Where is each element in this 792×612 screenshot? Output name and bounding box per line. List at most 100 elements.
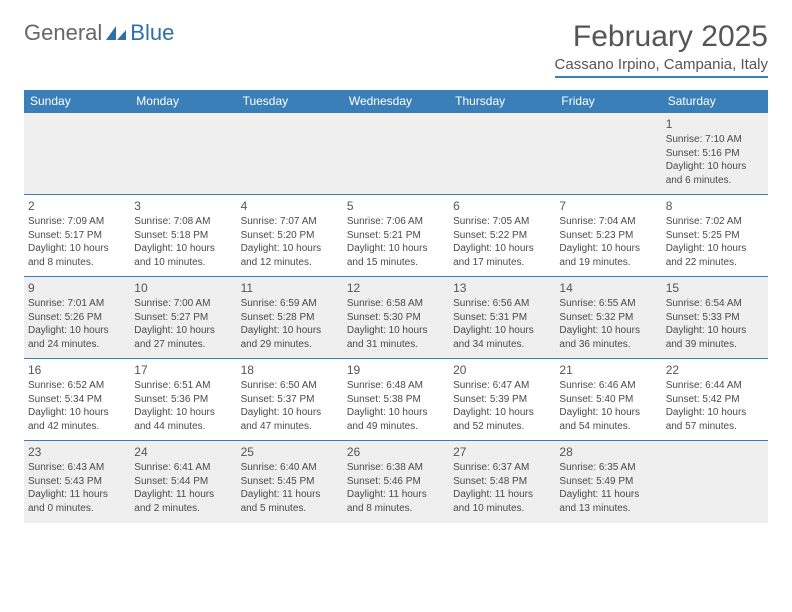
calendar-week-row: 2Sunrise: 7:09 AMSunset: 5:17 PMDaylight…: [24, 195, 768, 277]
sunset-text: Sunset: 5:32 PM: [559, 311, 657, 325]
calendar-day-cell: 26Sunrise: 6:38 AMSunset: 5:46 PMDayligh…: [343, 441, 449, 523]
day-number: 24: [134, 444, 232, 460]
sunset-text: Sunset: 5:36 PM: [134, 393, 232, 407]
sunset-text: Sunset: 5:21 PM: [347, 229, 445, 243]
calendar-day-cell: [24, 113, 130, 195]
calendar-day-cell: 9Sunrise: 7:01 AMSunset: 5:26 PMDaylight…: [24, 277, 130, 359]
sunset-text: Sunset: 5:31 PM: [453, 311, 551, 325]
sunrise-text: Sunrise: 7:04 AM: [559, 215, 657, 229]
daylight-text: Daylight: 10 hours and 22 minutes.: [666, 242, 764, 269]
day-number: 23: [28, 444, 126, 460]
calendar-day-cell: [130, 113, 236, 195]
daylight-text: Daylight: 11 hours and 13 minutes.: [559, 488, 657, 515]
sunrise-text: Sunrise: 6:50 AM: [241, 379, 339, 393]
calendar-week-row: 9Sunrise: 7:01 AMSunset: 5:26 PMDaylight…: [24, 277, 768, 359]
day-number: 22: [666, 362, 764, 378]
sunrise-text: Sunrise: 6:44 AM: [666, 379, 764, 393]
daylight-text: Daylight: 10 hours and 10 minutes.: [134, 242, 232, 269]
calendar-week-row: 16Sunrise: 6:52 AMSunset: 5:34 PMDayligh…: [24, 359, 768, 441]
logo-text-gray: General: [24, 20, 102, 46]
day-number: 4: [241, 198, 339, 214]
sunrise-text: Sunrise: 7:07 AM: [241, 215, 339, 229]
sunset-text: Sunset: 5:25 PM: [666, 229, 764, 243]
day-number: 7: [559, 198, 657, 214]
day-header-saturday: Saturday: [662, 90, 768, 113]
day-number: 2: [28, 198, 126, 214]
calendar-day-cell: 24Sunrise: 6:41 AMSunset: 5:44 PMDayligh…: [130, 441, 236, 523]
sunset-text: Sunset: 5:37 PM: [241, 393, 339, 407]
day-number: 27: [453, 444, 551, 460]
sunrise-text: Sunrise: 6:41 AM: [134, 461, 232, 475]
sunset-text: Sunset: 5:49 PM: [559, 475, 657, 489]
sunset-text: Sunset: 5:45 PM: [241, 475, 339, 489]
day-number: 20: [453, 362, 551, 378]
sunrise-text: Sunrise: 6:46 AM: [559, 379, 657, 393]
sunset-text: Sunset: 5:28 PM: [241, 311, 339, 325]
calendar-day-cell: 25Sunrise: 6:40 AMSunset: 5:45 PMDayligh…: [237, 441, 343, 523]
sunset-text: Sunset: 5:39 PM: [453, 393, 551, 407]
sunset-text: Sunset: 5:22 PM: [453, 229, 551, 243]
page-subtitle: Cassano Irpino, Campania, Italy: [555, 56, 768, 78]
sunrise-text: Sunrise: 7:00 AM: [134, 297, 232, 311]
day-number: 18: [241, 362, 339, 378]
sunset-text: Sunset: 5:48 PM: [453, 475, 551, 489]
calendar-day-cell: 8Sunrise: 7:02 AMSunset: 5:25 PMDaylight…: [662, 195, 768, 277]
calendar-day-cell: 21Sunrise: 6:46 AMSunset: 5:40 PMDayligh…: [555, 359, 661, 441]
day-number: 8: [666, 198, 764, 214]
sunset-text: Sunset: 5:17 PM: [28, 229, 126, 243]
calendar-week-row: 23Sunrise: 6:43 AMSunset: 5:43 PMDayligh…: [24, 441, 768, 523]
daylight-text: Daylight: 10 hours and 8 minutes.: [28, 242, 126, 269]
day-number: 19: [347, 362, 445, 378]
day-number: 17: [134, 362, 232, 378]
day-number: 13: [453, 280, 551, 296]
daylight-text: Daylight: 10 hours and 27 minutes.: [134, 324, 232, 351]
calendar-day-cell: 6Sunrise: 7:05 AMSunset: 5:22 PMDaylight…: [449, 195, 555, 277]
sunrise-text: Sunrise: 6:51 AM: [134, 379, 232, 393]
day-number: 14: [559, 280, 657, 296]
day-header-friday: Friday: [555, 90, 661, 113]
day-header-row: Sunday Monday Tuesday Wednesday Thursday…: [24, 90, 768, 113]
sunrise-text: Sunrise: 6:56 AM: [453, 297, 551, 311]
sunset-text: Sunset: 5:42 PM: [666, 393, 764, 407]
daylight-text: Daylight: 10 hours and 17 minutes.: [453, 242, 551, 269]
sunrise-text: Sunrise: 7:08 AM: [134, 215, 232, 229]
sunrise-text: Sunrise: 6:43 AM: [28, 461, 126, 475]
day-number: 16: [28, 362, 126, 378]
sunset-text: Sunset: 5:46 PM: [347, 475, 445, 489]
day-number: 5: [347, 198, 445, 214]
title-block: February 2025 Cassano Irpino, Campania, …: [555, 20, 768, 78]
daylight-text: Daylight: 10 hours and 31 minutes.: [347, 324, 445, 351]
day-number: 9: [28, 280, 126, 296]
day-header-thursday: Thursday: [449, 90, 555, 113]
calendar-day-cell: 23Sunrise: 6:43 AMSunset: 5:43 PMDayligh…: [24, 441, 130, 523]
calendar-day-cell: 12Sunrise: 6:58 AMSunset: 5:30 PMDayligh…: [343, 277, 449, 359]
sunrise-text: Sunrise: 6:47 AM: [453, 379, 551, 393]
day-number: 28: [559, 444, 657, 460]
daylight-text: Daylight: 11 hours and 0 minutes.: [28, 488, 126, 515]
sunrise-text: Sunrise: 6:35 AM: [559, 461, 657, 475]
daylight-text: Daylight: 10 hours and 34 minutes.: [453, 324, 551, 351]
calendar-day-cell: 17Sunrise: 6:51 AMSunset: 5:36 PMDayligh…: [130, 359, 236, 441]
sunrise-text: Sunrise: 6:48 AM: [347, 379, 445, 393]
daylight-text: Daylight: 11 hours and 10 minutes.: [453, 488, 551, 515]
daylight-text: Daylight: 10 hours and 15 minutes.: [347, 242, 445, 269]
daylight-text: Daylight: 10 hours and 12 minutes.: [241, 242, 339, 269]
sunset-text: Sunset: 5:44 PM: [134, 475, 232, 489]
sunrise-text: Sunrise: 6:59 AM: [241, 297, 339, 311]
daylight-text: Daylight: 10 hours and 57 minutes.: [666, 406, 764, 433]
daylight-text: Daylight: 10 hours and 24 minutes.: [28, 324, 126, 351]
daylight-text: Daylight: 10 hours and 52 minutes.: [453, 406, 551, 433]
sunset-text: Sunset: 5:20 PM: [241, 229, 339, 243]
calendar-day-cell: 27Sunrise: 6:37 AMSunset: 5:48 PMDayligh…: [449, 441, 555, 523]
sunrise-text: Sunrise: 6:40 AM: [241, 461, 339, 475]
sunrise-text: Sunrise: 6:55 AM: [559, 297, 657, 311]
sunset-text: Sunset: 5:30 PM: [347, 311, 445, 325]
calendar-day-cell: 2Sunrise: 7:09 AMSunset: 5:17 PMDaylight…: [24, 195, 130, 277]
daylight-text: Daylight: 11 hours and 2 minutes.: [134, 488, 232, 515]
day-number: 25: [241, 444, 339, 460]
sunrise-text: Sunrise: 6:58 AM: [347, 297, 445, 311]
daylight-text: Daylight: 11 hours and 8 minutes.: [347, 488, 445, 515]
calendar-day-cell: 15Sunrise: 6:54 AMSunset: 5:33 PMDayligh…: [662, 277, 768, 359]
sunset-text: Sunset: 5:27 PM: [134, 311, 232, 325]
day-number: 10: [134, 280, 232, 296]
